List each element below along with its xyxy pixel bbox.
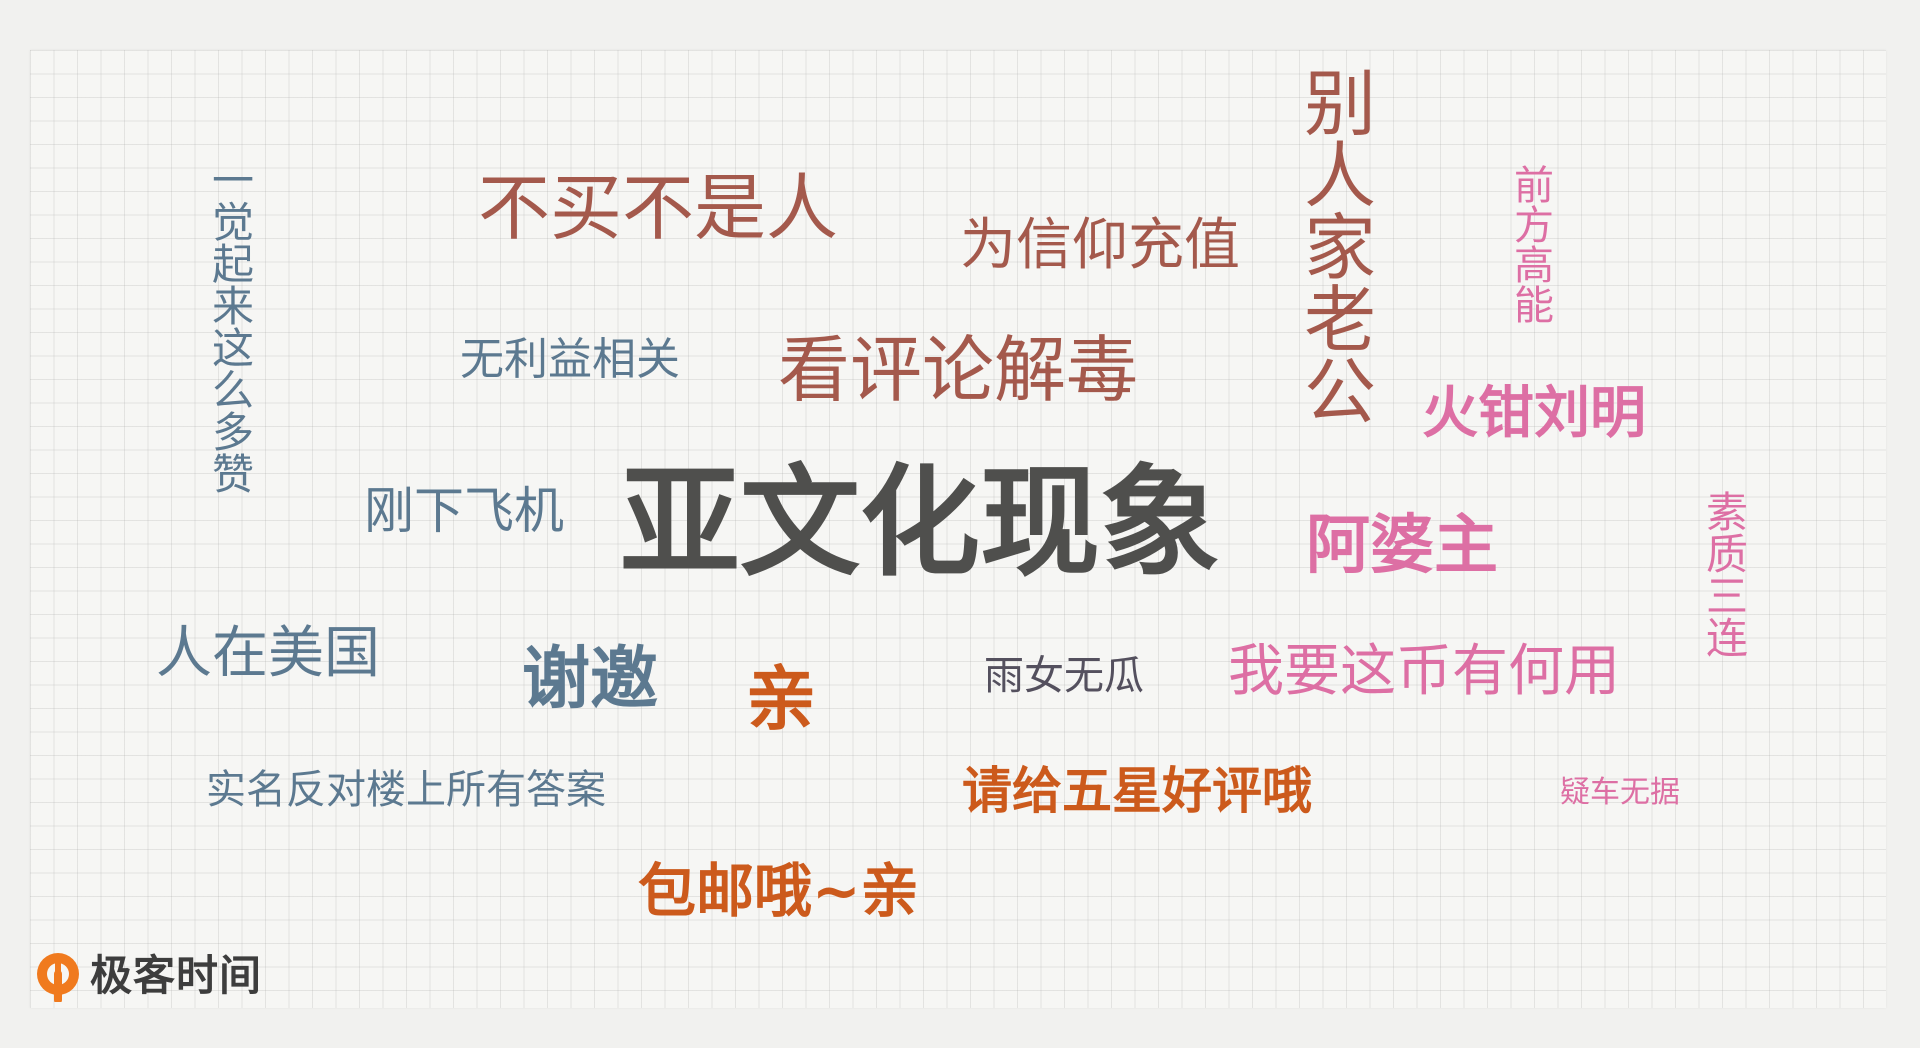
- word-shimingfandui: 实名反对楼上所有答案: [206, 767, 606, 813]
- geektime-logo-text: 极客时间: [90, 951, 263, 1000]
- vertical-char: 这: [211, 324, 254, 373]
- word-gangxiafeiji: 刚下飞机: [364, 482, 564, 540]
- vertical-char: 质: [1705, 530, 1748, 579]
- vertical-char: 人: [1303, 134, 1376, 218]
- vertical-char: 别: [1303, 62, 1376, 146]
- vertical-char: 高: [1514, 243, 1554, 289]
- vertical-char: 么: [211, 366, 254, 415]
- word-yichewuju: 疑车无据: [1560, 775, 1680, 810]
- vertical-char: 觉: [211, 198, 254, 247]
- vertical-char: 来: [211, 282, 254, 331]
- vertical-char: 起: [211, 240, 254, 289]
- vertical-char: 多: [211, 408, 254, 457]
- geektime-logo: 极客时间: [32, 950, 262, 1002]
- word-xieyao: 谢邀: [522, 640, 659, 719]
- grid-paper-background: [30, 50, 1886, 1008]
- vertical-char: 老: [1303, 278, 1376, 362]
- word-wuliyixiangguan: 无利益相关: [460, 334, 680, 385]
- word-yajuelaizhemeduozan: 一觉起来这么多赞: [210, 160, 256, 496]
- vertical-char: 三: [1705, 572, 1748, 621]
- vertical-char: 连: [1705, 614, 1748, 663]
- word-bumaibushiren: 不买不是人: [478, 166, 839, 250]
- vertical-char: 素: [1705, 488, 1748, 537]
- word-qianfanggaoneng: 前方高能: [1512, 166, 1556, 326]
- word-weixinyangchongzhi: 为信仰充值: [960, 213, 1240, 278]
- word-qin: 亲: [746, 658, 816, 740]
- vertical-char: 前: [1514, 163, 1554, 209]
- geektime-logo-icon: [37, 953, 79, 1002]
- vertical-char: 一: [211, 156, 254, 205]
- word-kanpinglunjiedu: 看评论解毒: [778, 328, 1139, 412]
- vertical-char: 家: [1303, 206, 1376, 290]
- word-woyaozhebiyouheyong: 我要这币有何用: [1228, 639, 1620, 704]
- word-yawenhuaxianxiang: 亚文化现象: [620, 454, 1220, 593]
- vertical-char: 能: [1514, 283, 1554, 329]
- word-baoyoue: 包邮哦~亲: [638, 857, 919, 925]
- word-bierenjialaogong: 别人家老公: [1300, 68, 1380, 428]
- word-huoqianliuming: 火钳刘明: [1422, 381, 1646, 446]
- vertical-char: 方: [1514, 203, 1554, 249]
- vertical-char: 公: [1303, 350, 1376, 434]
- vertical-char: 赞: [211, 450, 254, 499]
- word-apozhu: 阿婆主: [1306, 509, 1498, 583]
- word-renzaimeiguo: 人在美国: [156, 621, 380, 686]
- word-suzhisanlian: 素质三连: [1704, 492, 1750, 660]
- word-yunvwugua: 雨女无瓜: [984, 653, 1144, 699]
- word-qinggeiwuxing: 请给五星好评哦: [962, 762, 1312, 820]
